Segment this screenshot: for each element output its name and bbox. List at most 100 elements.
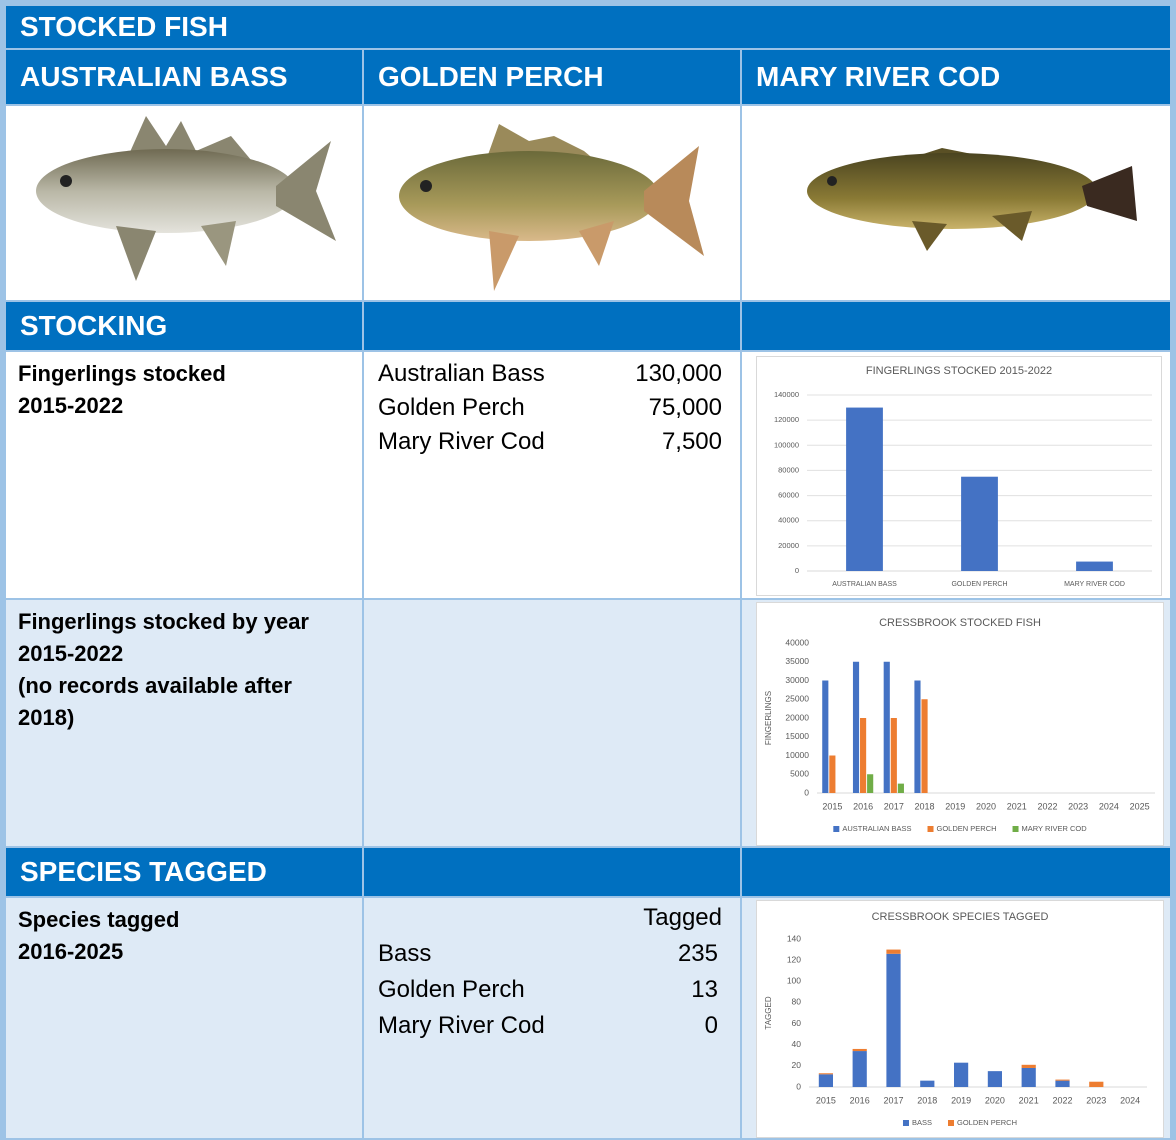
x-tick-label: 2016 [853,801,873,811]
item-name: Mary River Cod [378,1012,545,1040]
list-item: Golden Perch 75,000 [378,394,722,422]
fish-image-cell [6,106,362,300]
x-tick-label: 2025 [1130,801,1150,811]
y-tick-label: 80 [792,997,802,1007]
legend-label: MARY RIVER COD [1022,824,1088,833]
page: STOCKED FISH AUSTRALIAN BASS GOLDEN PERC… [0,0,1176,1140]
x-tick-label: 2021 [1019,1095,1039,1105]
section-header-blank [364,848,740,896]
item-value: 130,000 [635,360,722,388]
bar [891,718,897,793]
y-tick-label: 0 [804,787,809,797]
row-label: Fingerlings stocked by year 2015-2022 (n… [6,600,362,846]
empty-cell [364,600,740,846]
item-name: Mary River Cod [378,428,545,456]
species-header: MARY RIVER COD [742,50,1170,104]
bar [1055,1080,1069,1081]
chart-title: CRESSBROOK SPECIES TAGGED [872,911,1049,923]
fish-image [364,106,740,300]
x-tick-label: 2021 [1007,801,1027,811]
species-header: AUSTRALIAN BASS [6,50,362,104]
x-tick-label: 2019 [951,1095,971,1105]
legend-swatch [1013,826,1019,832]
chart: FINGERLINGS STOCKED 2015-202202000040000… [756,356,1162,596]
fish-image [6,106,362,300]
y-tick-label: 35000 [785,656,809,666]
y-tick-label: 20000 [778,541,799,550]
y-tick-label: 100 [787,976,801,986]
x-tick-label: 2016 [850,1095,870,1105]
fish-image-cell [742,106,1170,300]
bar [1076,562,1113,571]
y-tick-label: 120000 [774,415,799,424]
x-tick-label: 2023 [1068,801,1088,811]
y-tick-label: 30000 [785,675,809,685]
x-tick-label: 2022 [1037,801,1057,811]
y-tick-label: 40 [792,1039,802,1049]
bar [867,774,873,793]
bar [853,1049,867,1051]
bar [1055,1081,1069,1087]
x-tick-label: 2019 [945,801,965,811]
y-tick-label: 60 [792,1018,802,1028]
y-tick-label: 60000 [778,491,799,500]
item-value: 13 [691,976,718,1004]
y-tick-label: 80000 [778,465,799,474]
x-tick-label: 2015 [822,801,842,811]
x-tick-label: 2024 [1120,1095,1140,1105]
bar [1022,1065,1036,1068]
y-tick-label: 10000 [785,750,809,760]
fish-image [742,106,1170,300]
bar [886,950,900,954]
column-header: Tagged [378,904,722,932]
x-tick-label: 2022 [1052,1095,1072,1105]
bar [819,1074,833,1087]
y-tick-label: 20 [792,1060,802,1070]
item-name: Australian Bass [378,360,545,388]
bar [988,1071,1002,1087]
y-tick-label: 0 [796,1081,801,1091]
item-name: Golden Perch [378,976,525,1004]
bar [898,784,904,793]
chart-title: FINGERLINGS STOCKED 2015-2022 [866,365,1052,377]
row-label: Fingerlings stocked 2015-2022 [6,352,362,598]
bar [1022,1068,1036,1087]
item-name: Golden Perch [378,394,525,422]
y-tick-label: 140 [787,933,801,943]
bar [914,681,920,794]
bar [853,662,859,793]
x-tick-label: 2017 [883,1095,903,1105]
legend-label: GOLDEN PERCH [957,1118,1017,1127]
x-tick-label: 2015 [816,1095,836,1105]
bar [886,954,900,1087]
item-value: 7,500 [662,428,722,456]
bar [819,1073,833,1074]
legend-swatch [948,1120,954,1126]
item-value: 75,000 [649,394,722,422]
bar [822,681,828,794]
x-tick-label: AUSTRALIAN BASS [832,581,897,588]
bar [1089,1082,1103,1087]
section-header: STOCKING [6,302,362,350]
list-item: Mary River Cod 7,500 [378,428,722,456]
list-item: Australian Bass 130,000 [378,360,722,388]
item-value: 0 [705,1012,718,1040]
y-axis-title: TAGGED [764,996,773,1029]
section-header-blank [742,848,1170,896]
legend-label: BASS [912,1118,932,1127]
column-header-text: Tagged [643,904,722,932]
y-tick-label: 0 [795,566,799,575]
bar [961,477,998,571]
chart: CRESSBROOK STOCKED FISH05000100001500020… [756,602,1164,846]
y-tick-label: 100000 [774,440,799,449]
x-tick-label: 2018 [915,801,935,811]
x-tick-label: GOLDEN PERCH [951,581,1007,588]
species-header: GOLDEN PERCH [364,50,740,104]
section-header-blank [742,302,1170,350]
row-label: Species tagged 2016-2025 [6,898,362,1138]
table-title: STOCKED FISH [6,6,1170,48]
